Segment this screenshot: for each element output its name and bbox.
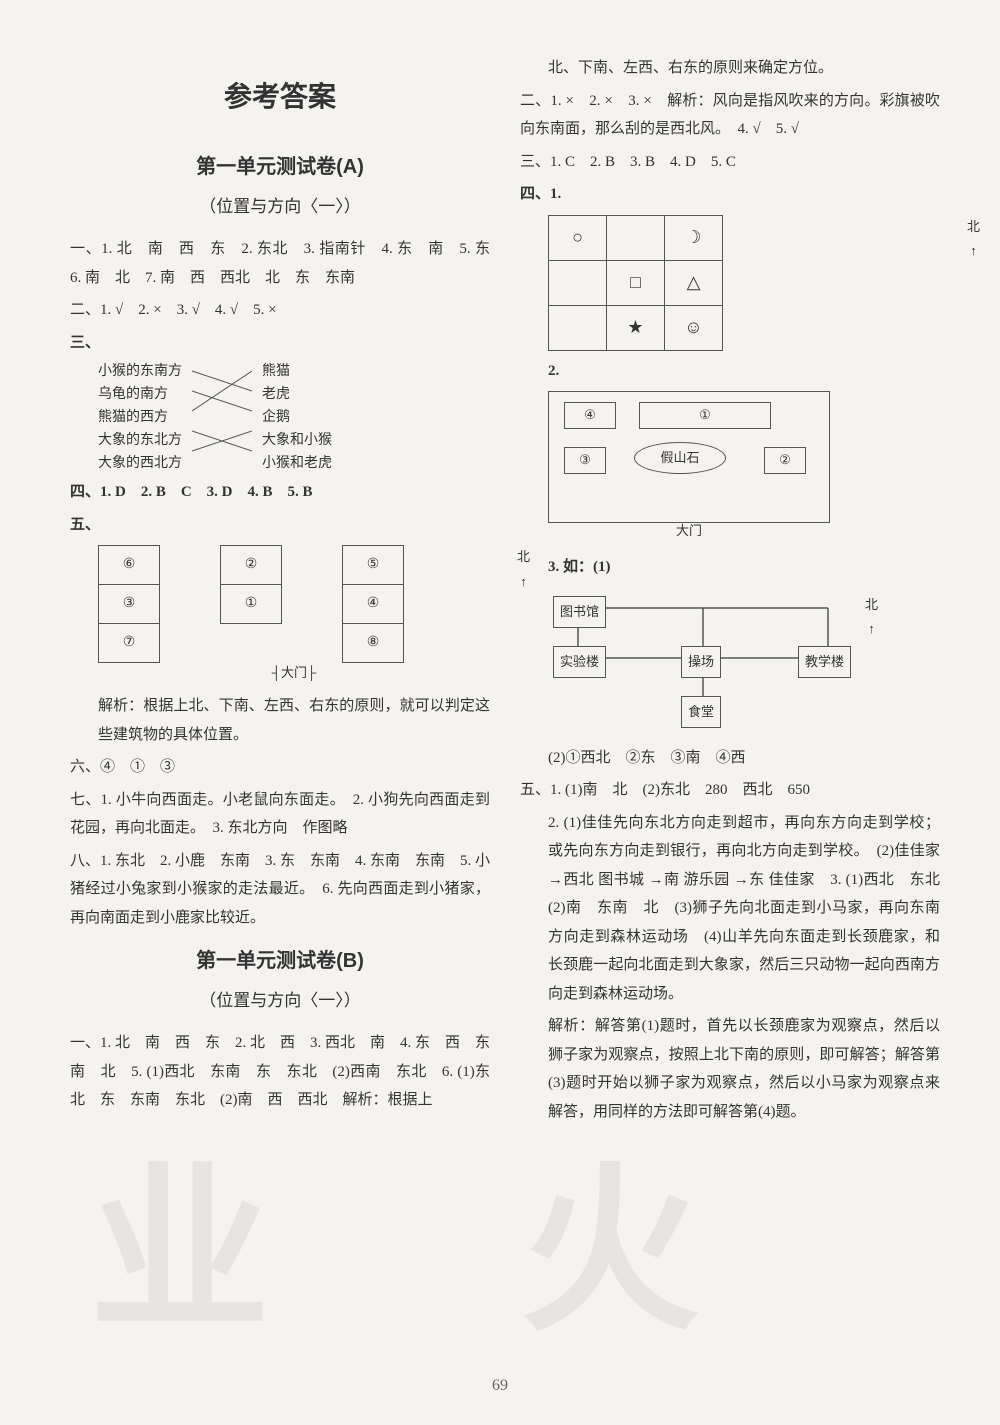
- unit-b-title: 第一单元测试卷(B): [70, 942, 490, 980]
- sg-r1c3: ☽: [665, 215, 723, 260]
- section-2: 二、1. √ 2. × 3. √ 4. √ 5. ×: [70, 296, 490, 325]
- g5-r1c2: [160, 546, 221, 585]
- node-teach: 教学楼: [798, 646, 851, 679]
- north-label-c: 北: [865, 597, 878, 612]
- box-1: ①: [639, 402, 771, 429]
- node-canteen: 食堂: [681, 696, 721, 729]
- shape-grid: ○ ☽ □ △ ★ ☺ 北↑: [548, 215, 940, 351]
- north-label-a: 北: [517, 549, 530, 564]
- match-l2: 熊猫的西方: [98, 407, 182, 428]
- r-section-4-1: 四、1. ○ ☽ □ △ ★ ☺: [520, 180, 940, 351]
- match-r4: 小猴和老虎: [262, 453, 332, 474]
- r-s4-2-label: 2.: [520, 363, 559, 379]
- g5-r1c5: ⑤: [343, 546, 404, 585]
- g5-r2c5: ④: [343, 585, 404, 624]
- matching-diagram: 小猴的东南方 乌龟的南方 熊猫的西方 大象的东北方 大象的西北方: [70, 361, 490, 474]
- g5-r2c2: [160, 585, 221, 624]
- match-right: 熊猫 老虎 企鹅 大象和小猴 小猴和老虎: [262, 361, 332, 474]
- unit-b-subtitle: （位置与方向〈一〉）: [70, 985, 490, 1017]
- gate-label-b: 大门: [549, 519, 829, 544]
- park-map: ④ ① ③ 假山石 ② 大门: [548, 391, 830, 523]
- north-indicator-b: 北↑: [967, 215, 980, 264]
- continuation: 北、下南、左西、右东的原则来确定方位。: [520, 54, 940, 83]
- sg-r2c1: [549, 260, 607, 305]
- g5-r2c3: ①: [221, 585, 282, 624]
- g5-r3c1: ⑦: [99, 624, 160, 663]
- building-grid: ⑥ ② ⑤ ③ ① ④ ⑦: [98, 545, 490, 686]
- sg-r2c3: △: [665, 260, 723, 305]
- north-indicator-c: 北↑: [865, 593, 878, 642]
- box-3: ③: [564, 447, 606, 474]
- g5-r3c3: [221, 624, 282, 663]
- r-section-5-explain: 解析：解答第(1)题时，首先以长颈鹿家为观察点，然后以狮子家为观察点，按照上北下…: [520, 1012, 940, 1126]
- r-section-4-3: 3. 如：(1) 图书馆 实验楼 操场 教学楼 食堂 北↑: [520, 553, 940, 738]
- north-label-b: 北: [967, 219, 980, 234]
- match-r0: 熊猫: [262, 361, 332, 382]
- g5-r1c3: ②: [221, 546, 282, 585]
- node-lab: 实验楼: [553, 646, 606, 679]
- section-5: 五、 ⑥ ② ⑤ ③ ① ④: [70, 511, 490, 686]
- g5-r3c4: [282, 624, 343, 663]
- sg-r1c2: [607, 215, 665, 260]
- match-l3: 大象的东北方: [98, 430, 182, 451]
- match-r3: 大象和小猴: [262, 430, 332, 451]
- g5-r3c5: ⑧: [343, 624, 404, 663]
- match-l1: 乌龟的南方: [98, 384, 182, 405]
- r-s4-3-label: 3. 如：(1): [520, 559, 611, 575]
- g5-r2c4: [282, 585, 343, 624]
- node-lib: 图书馆: [553, 596, 606, 629]
- section-4: 四、1. D 2. B C 3. D 4. B 5. B: [70, 478, 490, 507]
- r-section-4-3-2: (2)①西北 ②东 ③南 ④西: [520, 744, 940, 773]
- section-b1: 一、1. 北 南 西 东 2. 北 西 3. 西北 南 4. 东 西 东 南 北…: [70, 1029, 490, 1115]
- sg-r1c1: ○: [549, 215, 607, 260]
- match-r1: 老虎: [262, 384, 332, 405]
- sg-r3c2: ★: [607, 305, 665, 350]
- section-3: 三、 小猴的东南方 乌龟的南方 熊猫的西方 大象的东北方 大象的西北方: [70, 329, 490, 475]
- r-s4-label: 四、1.: [520, 186, 561, 202]
- g5-r2c1: ③: [99, 585, 160, 624]
- section-3-label: 三、: [70, 335, 100, 351]
- north-indicator-a: 北↑: [517, 545, 530, 594]
- sg-r3c3: ☺: [665, 305, 723, 350]
- r-section-5-2: 2. (1)佳佳先向东北方向走到超市，再向东方向走到学校；或先向东方向走到银行，…: [520, 809, 940, 1009]
- r-section-5: 五、1. (1)南 北 (2)东北 280 西北 650: [520, 776, 940, 805]
- sg-r3c1: [549, 305, 607, 350]
- g5-r1c1: ⑥: [99, 546, 160, 585]
- match-r2: 企鹅: [262, 407, 332, 428]
- page-content: 参考答案 第一单元测试卷(A) （位置与方向〈一〉） 一、1. 北 南 西 东 …: [0, 0, 1000, 1300]
- campus-map: 图书馆 实验楼 操场 教学楼 食堂 北↑: [548, 588, 858, 738]
- left-column: 参考答案 第一单元测试卷(A) （位置与方向〈一〉） 一、1. 北 南 西 东 …: [70, 50, 490, 1270]
- unit-a-subtitle: （位置与方向〈一〉）: [70, 191, 490, 223]
- section-8: 八、1. 东北 2. 小鹿 东南 3. 东 东南 4. 东南 东南 5. 小猪经…: [70, 847, 490, 933]
- r-section-3: 三、1. C 2. B 3. B 4. D 5. C: [520, 148, 940, 177]
- node-field: 操场: [681, 646, 721, 679]
- gate-label-a: ┤大门├: [98, 661, 490, 686]
- g5-r3c2: [160, 624, 221, 663]
- section-1: 一、1. 北 南 西 东 2. 东北 3. 指南针 4. 东 南 5. 东 6.…: [70, 235, 490, 292]
- unit-a-title: 第一单元测试卷(A): [70, 148, 490, 186]
- r-section-4-2: 2. ④ ① ③ 假山石 ② 大门: [520, 357, 940, 524]
- sg-r2c2: □: [607, 260, 665, 305]
- section-6: 六、④ ① ③: [70, 753, 490, 782]
- box-4: ④: [564, 402, 616, 429]
- rock-oval: 假山石: [634, 442, 726, 474]
- match-l0: 小猴的东南方: [98, 361, 182, 382]
- box-2: ②: [764, 447, 806, 474]
- right-column: 北、下南、左西、右东的原则来确定方位。 二、1. × 2. × 3. × 解析：…: [520, 50, 940, 1270]
- section-5-explain: 解析：根据上北、下南、左西、右东的原则，就可以判定这些建筑物的具体位置。: [70, 692, 490, 749]
- section-5-label: 五、: [70, 517, 100, 533]
- match-l4: 大象的西北方: [98, 453, 182, 474]
- match-cross-lines: [192, 361, 252, 474]
- section-7: 七、1. 小牛向西面走。小老鼠向东面走。 2. 小狗先向西面走到花园，再向北面走…: [70, 786, 490, 843]
- match-left: 小猴的东南方 乌龟的南方 熊猫的西方 大象的东北方 大象的西北方: [98, 361, 182, 474]
- g5-r1c4: [282, 546, 343, 585]
- page-number: 69: [492, 1377, 508, 1395]
- main-title: 参考答案: [70, 70, 490, 123]
- r-section-2: 二、1. × 2. × 3. × 解析：风向是指风吹来的方向。彩旗被吹向东南面，…: [520, 87, 940, 144]
